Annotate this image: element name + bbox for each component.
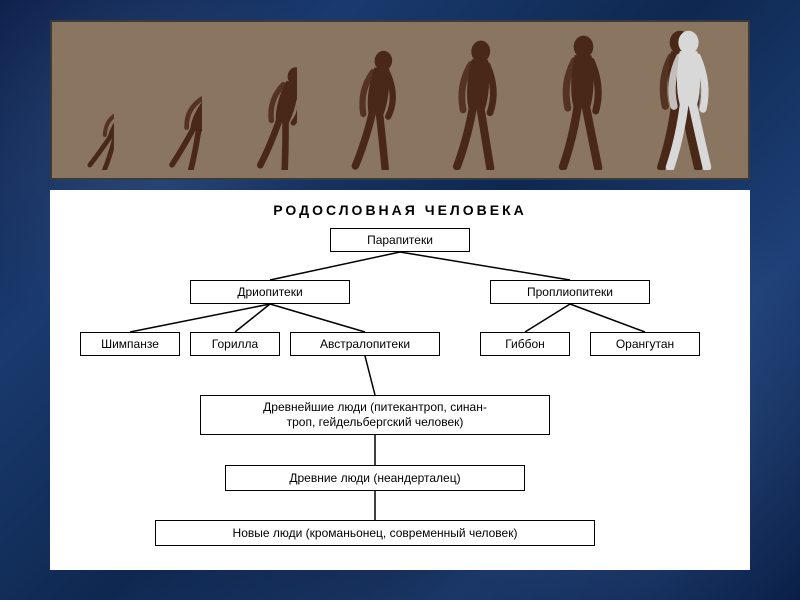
node-propliopiteki: Проплиопитеки bbox=[490, 280, 650, 304]
node-gibbon: Гиббон bbox=[480, 332, 570, 356]
evolution-figure-6 bbox=[549, 30, 612, 170]
node-drevnie: Древние люди (неандерталец) bbox=[225, 465, 525, 491]
node-orangutan: Орангутан bbox=[590, 332, 700, 356]
evolution-strip bbox=[50, 20, 750, 180]
evolution-figure-5 bbox=[443, 35, 504, 170]
tree-panel: РОДОСЛОВНАЯ ЧЕЛОВЕКА Парапитеки Дриопитек… bbox=[50, 190, 750, 570]
node-shimpanze: Шимпанзе bbox=[80, 332, 180, 356]
evolution-figure-2 bbox=[159, 75, 202, 170]
evolution-figure-1 bbox=[78, 90, 114, 170]
node-gorilla: Горилла bbox=[190, 332, 280, 356]
evolution-figure-7 bbox=[656, 25, 721, 170]
node-parapiteki: Парапитеки bbox=[330, 228, 470, 252]
tree-title: РОДОСЛОВНАЯ ЧЕЛОВЕКА bbox=[68, 202, 732, 218]
slide-container: РОДОСЛОВНАЯ ЧЕЛОВЕКА Парапитеки Дриопитек… bbox=[0, 0, 800, 600]
evolution-figure-3 bbox=[247, 60, 297, 170]
node-novye: Новые люди (кроманьонец, современный чел… bbox=[155, 520, 595, 546]
node-drevneishie: Древнейшие люди (питекантроп, синан-троп… bbox=[200, 395, 550, 435]
node-avstralopiteki: Австралопитеки bbox=[290, 332, 440, 356]
evolution-figure-4 bbox=[342, 45, 398, 170]
node-driopiteki: Дриопитеки bbox=[190, 280, 350, 304]
